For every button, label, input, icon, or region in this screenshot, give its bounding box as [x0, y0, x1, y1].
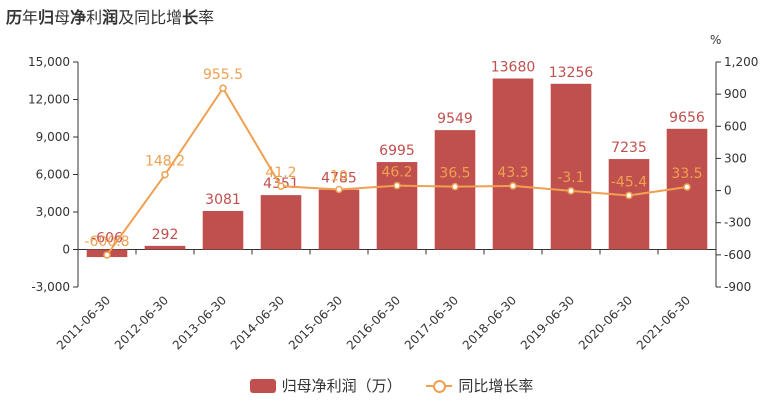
legend-label-growth: 同比增长率 [458, 377, 534, 395]
right-tick-label: -600 [724, 248, 751, 262]
growth-value-label: 33.5 [671, 166, 702, 182]
left-tick-label: 0 [62, 243, 70, 257]
right-axis-unit: % [710, 33, 722, 47]
legend-item-growth[interactable]: 同比增长率 [426, 375, 533, 396]
growth-point [103, 251, 111, 259]
x-tick-label: 2013-06-30 [170, 293, 229, 352]
bar-value-label: 13680 [491, 60, 536, 76]
x-tick-label: 2018-06-30 [460, 293, 519, 352]
x-tick-label: 2021-06-30 [634, 293, 693, 352]
right-tick-label: 300 [724, 151, 747, 165]
growth-value-label: 10 [330, 169, 348, 185]
growth-point [567, 187, 575, 195]
bar-value-label: 9549 [437, 111, 473, 127]
x-tick-label: 2011-06-30 [54, 293, 113, 352]
growth-point [161, 170, 169, 179]
x-tick-label: 2017-06-30 [402, 293, 461, 352]
legend: 归母净利润（万） 同比增长率 [0, 375, 783, 397]
right-tick-label: 1,200 [724, 55, 758, 69]
x-tick-label: 2014-06-30 [228, 293, 287, 352]
bar [608, 159, 650, 250]
left-tick-label: 3,000 [36, 205, 70, 219]
growth-point [219, 84, 227, 92]
x-tick-label: 2020-06-30 [576, 293, 635, 352]
x-tick-label: 2012-06-30 [112, 293, 171, 352]
growth-value-label: 41.2 [265, 165, 296, 181]
growth-value-label: -600.8 [84, 234, 129, 250]
growth-value-label: -3.1 [557, 170, 584, 186]
chart-title: 历年归母净利润及同比增长率 [6, 8, 215, 27]
x-tick-label: 2015-06-30 [286, 293, 345, 352]
bar [550, 83, 592, 250]
bar-value-label: 13256 [549, 65, 594, 81]
growth-value-label: -45.4 [611, 174, 647, 190]
growth-point [625, 191, 633, 200]
bar-value-label: 7235 [611, 140, 647, 156]
bar-value-label: 9656 [669, 110, 705, 126]
bar-value-label: 6995 [379, 143, 415, 159]
growth-point [451, 182, 459, 191]
growth-point [393, 181, 401, 190]
right-tick-label: 900 [724, 87, 747, 101]
growth-point [277, 182, 285, 190]
x-tick-label: 2019-06-30 [518, 293, 577, 352]
growth-value-label: 46.2 [381, 165, 412, 181]
bar [202, 210, 244, 250]
growth-point [335, 185, 343, 194]
right-tick-label: 0 [724, 184, 732, 198]
legend-item-profit[interactable]: 归母净利润（万） [249, 375, 402, 396]
growth-value-label: 148.2 [145, 154, 185, 170]
bar-value-label: 3081 [205, 192, 241, 208]
growth-point [509, 182, 517, 190]
bar [318, 189, 360, 250]
right-tick-label: -900 [724, 280, 751, 294]
legend-label-profit: 归母净利润（万） [281, 377, 402, 395]
legend-swatch-profit [249, 378, 276, 393]
legend-swatch-growth [426, 379, 453, 393]
x-tick-label: 2016-06-30 [344, 293, 403, 352]
bar [144, 245, 186, 250]
bar-value-label: 4785 [321, 171, 357, 187]
growth-value-label: 955.5 [203, 67, 243, 83]
left-tick-label: 6,000 [36, 168, 70, 182]
bar [260, 195, 302, 250]
bar-value-label: 292 [152, 227, 179, 243]
left-tick-label: 15,000 [28, 55, 70, 69]
growth-value-label: 36.5 [439, 166, 470, 182]
growth-value-label: 43.3 [497, 165, 528, 181]
left-tick-label: -3,000 [31, 280, 70, 294]
right-tick-label: -300 [724, 216, 751, 230]
left-tick-label: 12,000 [28, 93, 70, 107]
left-tick-label: 9,000 [36, 130, 70, 144]
bar [492, 78, 534, 250]
bar [376, 162, 418, 250]
growth-point [683, 183, 691, 191]
right-tick-label: 600 [724, 119, 747, 133]
